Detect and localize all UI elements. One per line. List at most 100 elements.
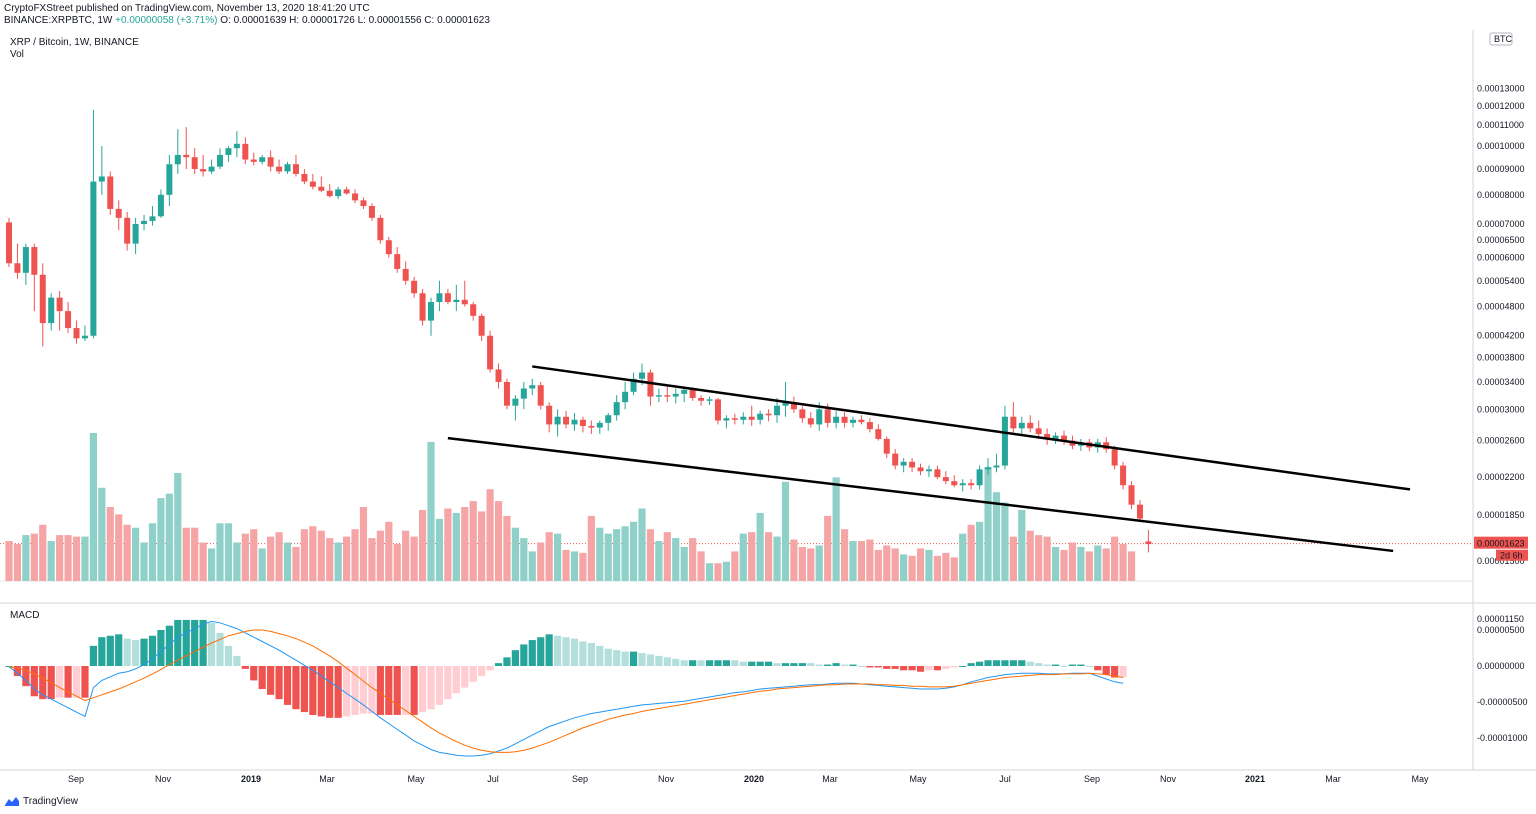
time-tick-label: Jul (487, 774, 499, 784)
candle-body (1010, 416, 1017, 429)
macd-histogram-bar (368, 666, 376, 714)
time-tick-label: Sep (1084, 774, 1100, 784)
candle-body (225, 148, 232, 155)
candle-body (900, 461, 907, 466)
price-tick-label: 0.00001150 (1477, 614, 1524, 624)
candle-body (681, 389, 688, 394)
macd-histogram-bar (207, 622, 216, 666)
time-tick-label: Nov (1160, 774, 1177, 784)
macd-histogram-bar (444, 666, 452, 700)
macd-histogram-bar (334, 666, 342, 718)
macd-histogram-bar (1102, 666, 1110, 675)
volume-bar (132, 527, 140, 581)
volume-bar (815, 545, 823, 581)
macd-histogram-bar (959, 666, 967, 667)
macd-histogram-bar (461, 666, 469, 688)
candle-body (276, 166, 283, 172)
macd-histogram-bar (503, 657, 511, 666)
signal-line (8, 629, 1124, 753)
macd-histogram-bar (233, 655, 241, 666)
volume-bar (756, 512, 764, 581)
macd-histogram-bar (182, 619, 190, 666)
macd-histogram-bar (191, 619, 199, 666)
volume-bar (739, 533, 747, 581)
macd-histogram-bar (916, 666, 925, 672)
time-tick-label: Jul (999, 774, 1011, 784)
publisher-name[interactable]: CryptoFXStreet (4, 3, 73, 14)
volume-bar (444, 508, 452, 581)
volume-bar (410, 536, 418, 581)
channel-trendline (532, 365, 1411, 491)
volume-bar (72, 536, 81, 581)
candle-body (419, 293, 426, 321)
macd-histogram-bar (343, 666, 351, 717)
macd-histogram-bar (1051, 664, 1060, 666)
candle-body (402, 268, 409, 281)
price-tick-label: 0.00004200 (1477, 331, 1525, 341)
volume-bar (511, 527, 519, 581)
volume-bar (115, 514, 123, 581)
volume-bar (250, 529, 258, 581)
candle-body (993, 465, 1000, 468)
price-change: +0.00000058 (+3.71%) (115, 15, 218, 26)
macd-histogram-bar (292, 666, 300, 710)
candle-body (394, 254, 401, 269)
volume-bar (1127, 551, 1136, 581)
candle-body (1018, 422, 1025, 429)
volume-bar (554, 533, 562, 581)
macd-tick-label: 0.00000000 (1477, 661, 1525, 671)
macd-legend: MACD (10, 610, 40, 621)
candle-body (318, 186, 325, 191)
volume-bar (629, 521, 638, 581)
volume-bar (461, 507, 469, 581)
macd-tick-label: -0.00001000 (1477, 733, 1528, 743)
macd-histogram-bar (402, 666, 410, 715)
candle-body (951, 481, 958, 486)
volume-bar (916, 548, 925, 581)
price-tick-label: 0.00009000 (1477, 164, 1525, 174)
candle-body (436, 293, 443, 303)
candle-body (1044, 433, 1051, 439)
volume-bar (765, 532, 773, 581)
macd-histogram-bar (545, 634, 553, 666)
macd-tick-label: -0.00000500 (1477, 697, 1528, 707)
macd-histogram-bar (393, 666, 401, 715)
candle-body (605, 415, 612, 423)
macd-histogram-bar (1119, 666, 1127, 678)
macd-histogram-bar (1085, 666, 1093, 667)
tradingview-brand[interactable]: TradingView (4, 795, 78, 807)
candle-body (554, 416, 561, 425)
macd-histogram-bar (967, 663, 975, 666)
macd-histogram-bar (942, 666, 950, 669)
candle-body (850, 419, 856, 423)
candle-body (630, 378, 637, 392)
macd-histogram-bar (663, 657, 671, 666)
candle-body (31, 247, 38, 275)
candle-body (816, 409, 823, 425)
volume-bar (418, 509, 427, 581)
candle-body (596, 422, 603, 428)
macd-histogram-bar (1077, 664, 1085, 666)
candle-body (824, 409, 831, 423)
candle-body (917, 467, 924, 472)
macd-histogram-bar (283, 666, 292, 705)
brand-label: TradingView (23, 795, 79, 807)
macd-histogram-bar (992, 660, 1001, 666)
candle-body (1061, 435, 1067, 441)
volume-bar (309, 526, 317, 581)
candle-body (56, 297, 63, 312)
volume-bar (5, 541, 13, 581)
macd-histogram-bar (148, 635, 157, 666)
candle-body (579, 419, 586, 426)
candle-body (639, 372, 645, 379)
candle-body (723, 418, 730, 421)
macd-tick-label: 0.00000500 (1477, 625, 1525, 635)
macd-histogram-bar (832, 663, 840, 666)
macd-histogram-bar (1001, 660, 1009, 666)
volume-bar (562, 549, 570, 581)
candle-body (537, 385, 544, 406)
macd-histogram-bar (520, 644, 528, 666)
candle-body (520, 388, 527, 399)
macd-histogram-bar (528, 640, 536, 666)
